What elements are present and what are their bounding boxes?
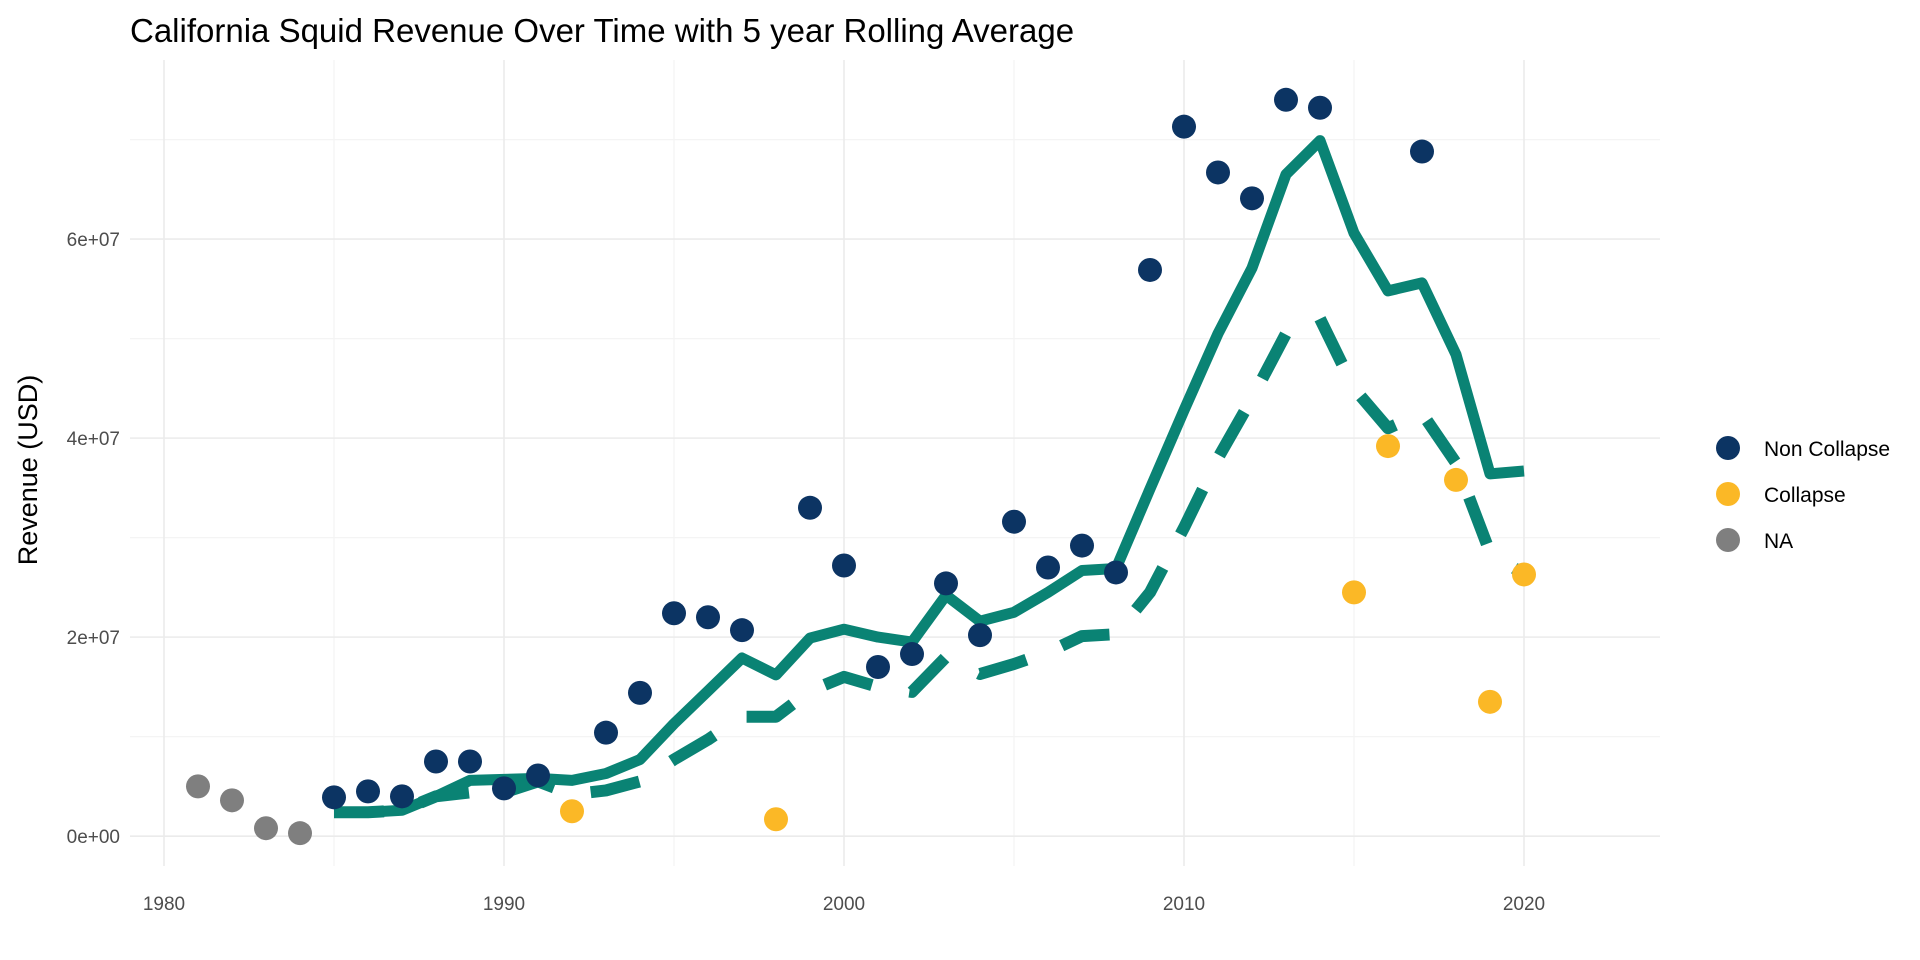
- data-point: [594, 720, 618, 745]
- data-point: [1478, 689, 1502, 714]
- y-tick-label: 2e+07: [67, 628, 120, 649]
- chart-title: California Squid Revenue Over Time with …: [130, 12, 1074, 49]
- y-tick-label: 4e+07: [67, 429, 120, 450]
- data-point: [832, 553, 856, 578]
- data-point: [628, 680, 652, 705]
- x-tick-label: 2020: [1503, 894, 1545, 915]
- data-point: [1036, 555, 1060, 580]
- data-point: [254, 816, 278, 841]
- data-point: [1376, 434, 1400, 459]
- data-point: [730, 618, 754, 643]
- data-point: [1274, 87, 1298, 112]
- data-point: [390, 784, 414, 809]
- y-axis-ticks: 0e+00 2e+07 4e+07 6e+07: [67, 230, 120, 848]
- x-tick-label: 2010: [1163, 894, 1205, 915]
- data-point: [220, 788, 244, 813]
- data-points: [186, 87, 1536, 846]
- data-point: [1138, 257, 1162, 282]
- data-point: [798, 495, 822, 520]
- y-axis-title: Revenue (USD): [13, 375, 43, 566]
- data-point: [1342, 580, 1366, 605]
- x-tick-label: 2000: [823, 894, 865, 915]
- data-point: [1444, 467, 1468, 492]
- data-point: [458, 749, 482, 774]
- x-tick-label: 1980: [143, 894, 185, 915]
- x-tick-label: 1990: [483, 894, 525, 915]
- legend: Non Collapse Collapse NA: [1716, 436, 1890, 553]
- series-line-solid: [334, 135, 1525, 818]
- data-point: [900, 642, 924, 667]
- data-point: [560, 799, 584, 824]
- data-point: [1308, 95, 1332, 120]
- data-point: [968, 623, 992, 648]
- data-point: [1240, 186, 1264, 211]
- legend-label: Non Collapse: [1764, 438, 1890, 461]
- grid: [130, 60, 1660, 866]
- data-point: [1104, 560, 1128, 585]
- rolling-average-lines: [334, 135, 1528, 819]
- data-point: [1172, 114, 1196, 139]
- data-point: [662, 601, 686, 626]
- data-point: [424, 749, 448, 774]
- data-point: [1002, 509, 1026, 534]
- legend-key: [1716, 528, 1740, 552]
- legend-key: [1716, 482, 1740, 506]
- legend-label: Collapse: [1764, 484, 1846, 507]
- data-point: [1070, 533, 1094, 558]
- data-point: [288, 821, 312, 846]
- data-point: [492, 776, 516, 801]
- y-tick-label: 0e+00: [67, 827, 120, 848]
- data-point: [934, 571, 958, 596]
- data-point: [186, 774, 210, 799]
- data-point: [322, 785, 346, 810]
- y-tick-label: 6e+07: [67, 230, 120, 251]
- data-point: [526, 763, 550, 788]
- data-point: [696, 605, 720, 630]
- data-point: [1512, 562, 1536, 587]
- legend-label: NA: [1764, 530, 1793, 553]
- legend-key: [1716, 436, 1740, 460]
- data-point: [356, 779, 380, 804]
- data-point: [1206, 160, 1230, 185]
- x-axis-ticks: 1980 1990 2000 2010 2020: [143, 894, 1545, 915]
- series-line-dashed: [334, 312, 1528, 819]
- data-point: [764, 807, 788, 832]
- data-point: [866, 654, 890, 679]
- data-point: [1410, 139, 1434, 164]
